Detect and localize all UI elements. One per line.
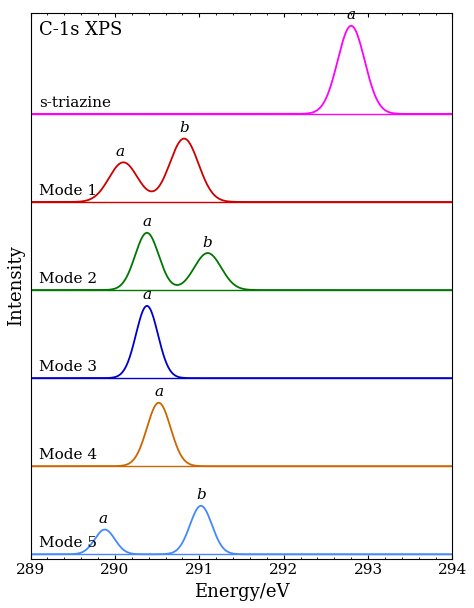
Text: a: a — [142, 288, 152, 302]
Text: C-1s XPS: C-1s XPS — [39, 21, 122, 40]
Text: b: b — [179, 121, 189, 135]
Text: Mode 2: Mode 2 — [39, 272, 97, 286]
Text: Mode 5: Mode 5 — [39, 536, 97, 550]
Text: a: a — [346, 9, 356, 22]
Text: Mode 3: Mode 3 — [39, 360, 97, 374]
Y-axis label: Intensity: Intensity — [7, 245, 25, 326]
Text: b: b — [203, 235, 212, 249]
Text: Mode 1: Mode 1 — [39, 184, 97, 198]
Text: s-triazine: s-triazine — [39, 95, 111, 109]
Text: a: a — [115, 145, 125, 159]
Text: b: b — [196, 488, 206, 502]
X-axis label: Energy/eV: Energy/eV — [194, 583, 289, 601]
Text: Mode 4: Mode 4 — [39, 447, 97, 461]
Text: a: a — [154, 385, 164, 399]
Text: a: a — [99, 512, 108, 526]
Text: a: a — [142, 215, 152, 229]
